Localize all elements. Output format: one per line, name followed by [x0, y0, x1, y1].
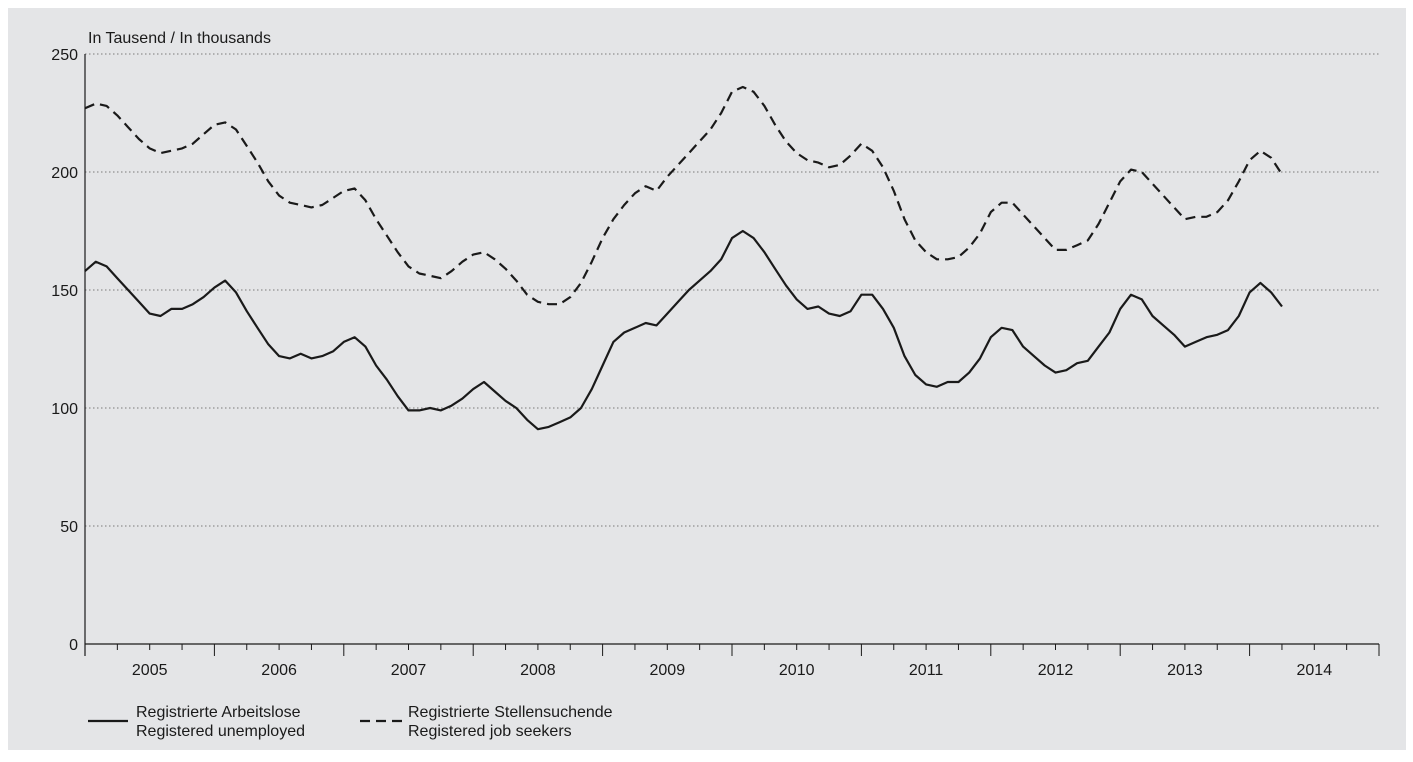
legend-label-unemployed-en: Registered unemployed — [136, 723, 305, 740]
line-chart: In Tausend / In thousands 0 50 100 150 200 25… — [51, 30, 1380, 740]
y-tick-label: 50 — [60, 519, 78, 536]
y-tick-label: 250 — [51, 47, 78, 64]
chart-panel: In Tausend / In thousands 0 50 100 150 200 25… — [8, 8, 1406, 750]
y-tick-label: 0 — [69, 637, 78, 654]
x-tick-label: 2013 — [1167, 662, 1203, 679]
grid-lines — [85, 53, 1379, 527]
y-tick-label: 150 — [51, 283, 78, 300]
legend-label-job-seekers-de: Registrierte Stellensuchende — [408, 704, 613, 721]
legend-label-unemployed-de: Registrierte Arbeitslose — [136, 704, 301, 721]
axes: 0 50 100 150 200 250 2005 2006 2007 2008 2009 2010 2… — [51, 47, 1380, 679]
series-lines — [84, 85, 1283, 431]
x-tick-label: 2008 — [520, 662, 556, 679]
x-tick-label: 2014 — [1297, 662, 1333, 679]
legend: Registrierte Arbeitslose Registered unem… — [88, 704, 613, 740]
x-tick-label: 2010 — [779, 662, 815, 679]
x-tick-label: 2006 — [261, 662, 297, 679]
x-tick-label: 2011 — [909, 662, 944, 679]
y-tick-label: 100 — [51, 401, 78, 418]
series-line-unemployed — [84, 229, 1283, 431]
y-tick-label: 200 — [51, 165, 78, 182]
x-tick-label: 2005 — [132, 662, 168, 679]
series-line-job-seekers — [84, 85, 1283, 306]
x-tick-label: 2012 — [1038, 662, 1074, 679]
x-tick-label: 2009 — [650, 662, 686, 679]
y-unit-label: In Tausend / In thousands — [88, 30, 271, 47]
legend-label-job-seekers-en: Registered job seekers — [408, 723, 572, 740]
x-tick-label: 2007 — [391, 662, 427, 679]
